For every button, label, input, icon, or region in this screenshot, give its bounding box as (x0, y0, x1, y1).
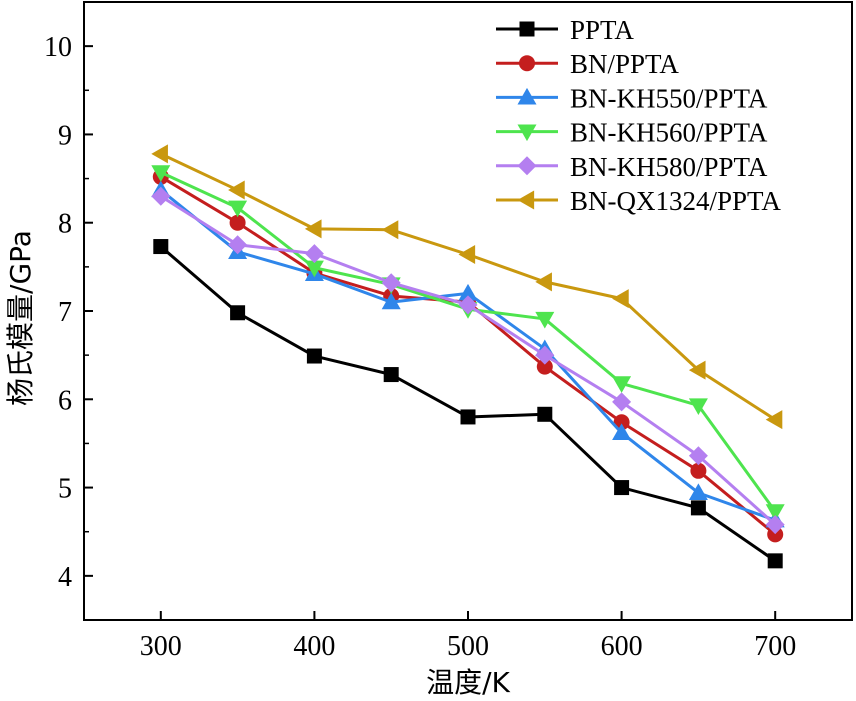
legend-label: BN-QX1324/PPTA (570, 186, 781, 216)
data-point (304, 219, 322, 239)
data-point (304, 244, 324, 264)
data-point (381, 273, 401, 293)
x-tick-label: 400 (293, 631, 335, 662)
data-point (688, 483, 708, 500)
legend-marker (517, 124, 537, 142)
x-tick-label: 500 (447, 631, 489, 662)
data-point (151, 186, 171, 206)
data-point (612, 376, 632, 393)
data-point (688, 446, 708, 466)
data-point (458, 295, 478, 315)
y-tick-label: 6 (58, 385, 72, 416)
data-point (228, 200, 248, 218)
legend: PPTA BN/PPTA BN-KH550/PPTA BN-KH560/PPTA BN-… (496, 15, 781, 216)
legend-marker (519, 55, 535, 72)
data-point (458, 283, 478, 301)
data-point (613, 414, 630, 431)
legend-item: BN/PPTA (496, 49, 679, 79)
data-point (228, 180, 245, 200)
series-layer (151, 144, 785, 569)
y-tick-label: 7 (58, 297, 72, 328)
y-tick-label: 5 (58, 474, 72, 505)
data-point (765, 504, 785, 521)
data-point (230, 305, 246, 321)
series-bn-kh560-ppta (151, 165, 785, 521)
data-point (229, 214, 246, 231)
data-point (535, 345, 555, 365)
data-point (228, 235, 248, 255)
data-point (151, 144, 168, 164)
legend-item: BN-KH560/PPTA (496, 118, 768, 148)
data-point (688, 360, 706, 380)
y-axis-title: 杨氏模量/GPa (4, 230, 37, 406)
series-bn-kh550-ppta (151, 180, 785, 528)
data-point (381, 220, 399, 240)
legend-marker (517, 190, 535, 210)
data-point (612, 423, 632, 440)
y-tick-label: 10 (44, 32, 72, 63)
series-bn-kh580-ppta (151, 186, 785, 535)
legend-marker (517, 156, 537, 176)
data-point (690, 500, 706, 516)
series-bn-qx1324-ppta (151, 144, 783, 430)
data-point (612, 289, 629, 309)
legend-marker (519, 21, 535, 37)
legend-item: BN-KH550/PPTA (496, 83, 768, 113)
data-point (535, 311, 555, 329)
series-line (159, 194, 777, 526)
x-axis-title: 温度/K (426, 666, 510, 699)
legend-label: BN-KH580/PPTA (570, 152, 768, 182)
y-tick-label: 9 (58, 120, 72, 151)
series-ppta (153, 239, 783, 569)
x-tick-label: 600 (601, 631, 643, 662)
data-point (612, 392, 632, 412)
data-point (535, 272, 552, 292)
data-point (765, 515, 785, 535)
data-point (767, 526, 784, 543)
data-point (614, 480, 630, 496)
data-point (690, 462, 707, 479)
y-tick-label: 8 (58, 209, 72, 240)
legend-label: BN-KH560/PPTA (570, 118, 768, 148)
data-point (153, 239, 169, 255)
data-point (304, 260, 324, 278)
y-tick-label: 4 (58, 562, 72, 593)
legend-label: BN/PPTA (570, 49, 679, 79)
x-tick-label: 700 (754, 631, 796, 662)
legend-item: PPTA (496, 15, 634, 45)
data-point (767, 553, 783, 569)
legend-label: BN-KH550/PPTA (570, 83, 768, 113)
data-point (306, 348, 322, 364)
legend-item: BN-QX1324/PPTA (496, 186, 781, 216)
legend-marker (517, 87, 537, 105)
data-point (458, 244, 476, 264)
axes: 300 400 500 600 700 4 5 6 7 8 9 10 (44, 1, 853, 662)
data-point (151, 165, 171, 182)
data-point (765, 410, 783, 430)
data-point (383, 367, 399, 383)
data-point (537, 406, 553, 422)
data-point (536, 358, 553, 375)
legend-label: PPTA (570, 15, 634, 45)
data-point (688, 398, 708, 415)
legend-item: BN-KH580/PPTA (496, 152, 768, 182)
data-point (460, 409, 476, 425)
data-point (381, 292, 401, 310)
x-tick-label: 300 (140, 631, 182, 662)
